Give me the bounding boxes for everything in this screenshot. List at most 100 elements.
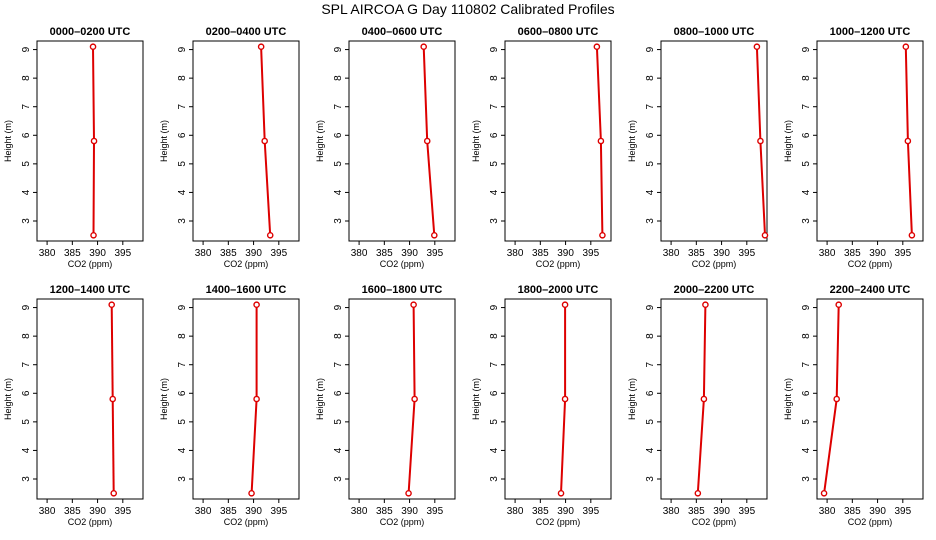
data-point xyxy=(761,231,769,239)
x-tick-label: 390 xyxy=(869,248,886,259)
x-tick-label: 385 xyxy=(220,506,237,517)
panel-title: 1000–1200 UTC xyxy=(830,26,911,38)
data-point xyxy=(902,43,910,51)
y-tick-label: 4 xyxy=(333,189,344,195)
x-tick-label: 380 xyxy=(663,248,680,259)
y-tick-label: 3 xyxy=(21,476,32,482)
x-tick-label: 385 xyxy=(220,248,237,259)
x-tick-label: 380 xyxy=(507,248,524,259)
panel-title: 1400–1600 UTC xyxy=(206,284,287,296)
y-axis-label: Height (m) xyxy=(3,120,13,162)
x-tick-label: 395 xyxy=(738,506,755,517)
x-axis-label: CO2 (ppm) xyxy=(536,259,581,269)
plot-frame xyxy=(816,298,924,500)
y-tick-label: 9 xyxy=(21,304,32,310)
x-tick-label: 380 xyxy=(819,248,836,259)
y-tick-label: 5 xyxy=(177,419,188,425)
x-tick-label: 390 xyxy=(89,506,106,517)
x-axis-label: CO2 (ppm) xyxy=(848,517,893,527)
y-tick-label: 6 xyxy=(21,390,32,396)
y-tick-label: 5 xyxy=(333,419,344,425)
x-tick-label: 385 xyxy=(844,248,861,259)
x-axis-label: CO2 (ppm) xyxy=(68,259,113,269)
y-tick-label: 7 xyxy=(801,361,812,367)
x-tick-label: 380 xyxy=(39,248,56,259)
y-tick-label: 7 xyxy=(801,103,812,109)
y-axis-label: Height (m) xyxy=(471,378,481,420)
x-tick-label: 380 xyxy=(39,506,56,517)
plot-frame xyxy=(816,40,924,242)
x-tick-label: 395 xyxy=(426,248,443,259)
y-tick-label: 7 xyxy=(177,361,188,367)
data-point xyxy=(411,395,418,403)
y-tick-label: 3 xyxy=(333,476,344,482)
y-axis-label: Height (m) xyxy=(3,378,13,420)
y-tick-label: 4 xyxy=(801,189,812,195)
y-tick-label: 8 xyxy=(645,333,656,339)
data-point xyxy=(561,301,569,309)
x-tick-label: 390 xyxy=(89,248,106,259)
data-point xyxy=(599,231,606,239)
data-point xyxy=(257,43,265,51)
plot-frame xyxy=(192,298,300,500)
y-tick-label: 6 xyxy=(645,132,656,138)
x-tick-label: 380 xyxy=(663,506,680,517)
x-axis-label: CO2 (ppm) xyxy=(536,517,581,527)
y-tick-label: 9 xyxy=(333,304,344,310)
y-tick-label: 9 xyxy=(333,46,344,52)
data-point xyxy=(431,231,438,239)
x-tick-label: 385 xyxy=(532,506,549,517)
x-tick-label: 385 xyxy=(844,506,861,517)
data-point xyxy=(109,395,117,403)
x-tick-label: 390 xyxy=(557,248,574,259)
plot-frame xyxy=(660,40,768,242)
x-tick-label: 395 xyxy=(114,248,131,259)
y-tick-label: 3 xyxy=(801,476,812,482)
data-point xyxy=(820,489,828,497)
x-tick-label: 395 xyxy=(582,248,599,259)
panel-title: 1200–1400 UTC xyxy=(50,284,131,296)
plot-frame xyxy=(36,298,144,500)
data-point xyxy=(593,43,601,51)
y-tick-label: 3 xyxy=(333,218,344,224)
panel-title: 0600–0800 UTC xyxy=(518,26,599,38)
y-tick-label: 9 xyxy=(177,46,188,52)
data-point xyxy=(833,395,840,403)
y-axis-label: Height (m) xyxy=(627,378,637,420)
x-tick-label: 395 xyxy=(426,506,443,517)
x-tick-label: 395 xyxy=(270,248,287,259)
y-tick-label: 5 xyxy=(489,161,500,167)
y-axis-label: Height (m) xyxy=(471,120,481,162)
x-tick-label: 390 xyxy=(713,506,730,517)
x-tick-label: 385 xyxy=(688,506,705,517)
x-tick-label: 385 xyxy=(532,248,549,259)
y-tick-label: 3 xyxy=(21,218,32,224)
y-tick-label: 8 xyxy=(801,333,812,339)
plot-frame xyxy=(36,40,144,242)
panel-title: 0800–1000 UTC xyxy=(674,26,755,38)
data-point xyxy=(89,43,97,51)
x-tick-label: 390 xyxy=(713,248,730,259)
y-tick-label: 7 xyxy=(333,361,344,367)
x-axis-label: CO2 (ppm) xyxy=(692,517,737,527)
y-tick-label: 6 xyxy=(489,390,500,396)
y-tick-label: 9 xyxy=(177,304,188,310)
data-point xyxy=(561,395,569,403)
data-point xyxy=(753,43,761,51)
x-axis-label: CO2 (ppm) xyxy=(380,517,425,527)
data-point xyxy=(253,395,260,403)
data-point xyxy=(702,301,709,309)
y-tick-label: 6 xyxy=(177,390,188,396)
x-tick-label: 380 xyxy=(195,248,212,259)
data-point xyxy=(410,301,417,309)
y-tick-label: 7 xyxy=(21,103,32,109)
x-tick-label: 395 xyxy=(582,506,599,517)
x-tick-label: 390 xyxy=(245,248,262,259)
y-tick-label: 4 xyxy=(801,447,812,453)
x-tick-label: 380 xyxy=(507,506,524,517)
y-tick-label: 8 xyxy=(333,75,344,81)
